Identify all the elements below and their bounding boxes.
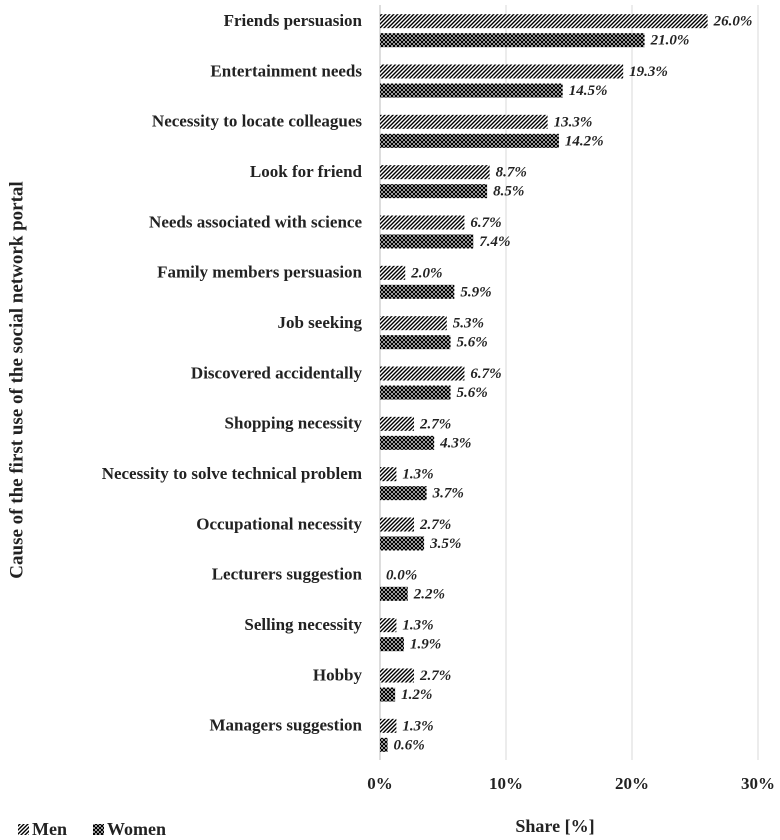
bar xyxy=(380,467,397,482)
value-label: 13.3% xyxy=(554,114,593,130)
bar xyxy=(380,83,563,98)
value-label: 7.4% xyxy=(479,234,510,250)
bar xyxy=(380,335,451,350)
y-tick-label: Family members persuasion xyxy=(157,263,362,282)
bar xyxy=(380,517,415,532)
bar xyxy=(380,133,559,148)
value-label: 1.9% xyxy=(410,637,441,653)
value-label: 19.3% xyxy=(629,64,668,80)
value-label: 2.7% xyxy=(419,416,451,432)
y-tick-label: Shopping necessity xyxy=(225,414,363,433)
bar xyxy=(380,586,408,601)
value-label: 1.3% xyxy=(402,467,433,483)
bar xyxy=(380,385,451,400)
bar xyxy=(380,435,435,450)
value-label: 2.0% xyxy=(410,265,442,281)
legend-swatch xyxy=(93,824,104,835)
value-label: 8.5% xyxy=(493,184,524,200)
bar xyxy=(380,687,396,702)
value-label: 5.3% xyxy=(453,316,484,332)
bar xyxy=(380,737,388,752)
y-tick-label: Necessity to locate colleagues xyxy=(152,112,362,131)
legend-label: Women xyxy=(107,819,166,839)
bar xyxy=(380,184,488,199)
value-label: 26.0% xyxy=(713,14,753,30)
y-axis-title: Cause of the first use of the social net… xyxy=(6,181,27,578)
y-tick-label: Occupational necessity xyxy=(196,514,362,533)
value-label: 3.5% xyxy=(429,536,461,552)
y-tick-label: Necessity to solve technical problem xyxy=(102,464,362,483)
bar xyxy=(380,234,474,249)
value-label: 21.0% xyxy=(650,33,690,49)
y-tick-label: Discovered accidentally xyxy=(191,363,363,382)
bar xyxy=(380,366,465,381)
value-label: 0.6% xyxy=(394,737,425,753)
bar xyxy=(380,284,455,299)
x-tick-label: 0% xyxy=(367,774,393,793)
bar xyxy=(380,416,415,431)
value-label: 3.7% xyxy=(432,486,464,502)
value-label: 5.6% xyxy=(457,385,488,401)
value-label: 1.3% xyxy=(402,618,433,634)
value-label: 8.7% xyxy=(496,165,527,181)
y-tick-label: Lecturers suggestion xyxy=(212,565,363,584)
y-tick-label: Selling necessity xyxy=(244,615,362,634)
value-label: 14.2% xyxy=(565,133,604,149)
bar xyxy=(380,637,404,652)
y-tick-label: Job seeking xyxy=(277,313,362,332)
value-label: 14.5% xyxy=(569,83,608,99)
y-tick-label: Friends persuasion xyxy=(224,11,363,30)
value-label: 0.0% xyxy=(386,567,417,583)
y-tick-label: Look for friend xyxy=(250,162,363,181)
bar xyxy=(380,14,708,29)
bar xyxy=(380,618,397,633)
bar xyxy=(380,668,415,683)
legend-label: Men xyxy=(32,819,67,839)
y-tick-label: Hobby xyxy=(313,665,363,684)
y-tick-label: Needs associated with science xyxy=(149,212,362,231)
value-label: 5.6% xyxy=(457,335,488,351)
bar xyxy=(380,486,427,501)
x-tick-label: 30% xyxy=(741,774,775,793)
value-label: 2.7% xyxy=(419,668,451,684)
y-tick-label: Managers suggestion xyxy=(209,716,362,735)
bar xyxy=(380,64,624,79)
value-label: 1.2% xyxy=(401,687,432,703)
bar xyxy=(380,33,645,48)
x-tick-label: 10% xyxy=(489,774,523,793)
bar xyxy=(380,215,465,230)
bar xyxy=(380,316,447,331)
bar xyxy=(380,114,548,129)
value-label: 6.7% xyxy=(470,366,501,382)
value-label: 2.2% xyxy=(413,586,445,602)
legend-swatch xyxy=(18,824,29,835)
x-axis-title: Share [%] xyxy=(515,816,594,836)
value-label: 1.3% xyxy=(402,718,433,734)
bar xyxy=(380,718,397,733)
y-tick-label: Entertainment needs xyxy=(210,61,362,80)
value-label: 2.7% xyxy=(419,517,451,533)
bar xyxy=(380,536,425,551)
x-tick-label: 20% xyxy=(615,774,649,793)
bar xyxy=(380,265,406,280)
value-label: 4.3% xyxy=(439,435,471,451)
value-label: 5.9% xyxy=(460,284,491,300)
value-label: 6.7% xyxy=(470,215,501,231)
bar xyxy=(380,165,490,180)
